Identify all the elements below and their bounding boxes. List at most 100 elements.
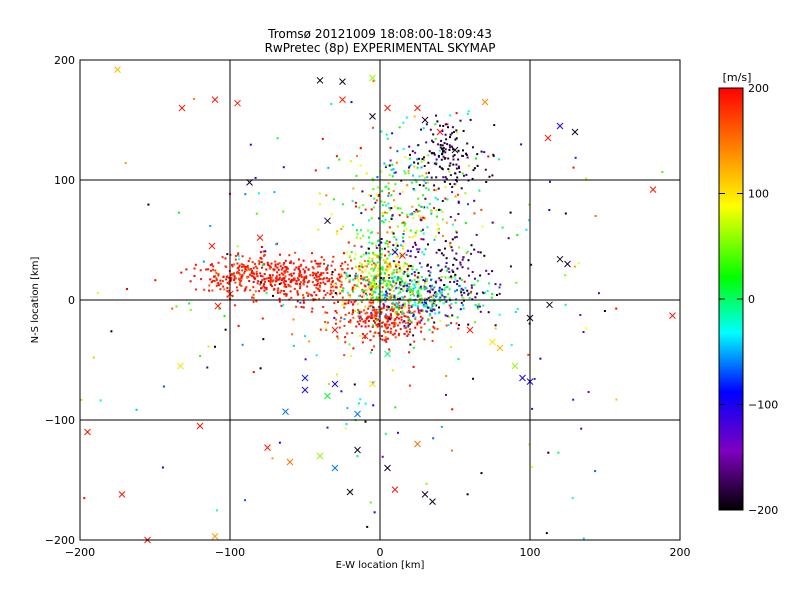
data-point	[410, 280, 413, 283]
data-point	[364, 336, 366, 339]
data-point	[385, 338, 388, 341]
data-point	[360, 299, 363, 302]
cross-marker	[669, 312, 676, 319]
data-point	[384, 324, 387, 327]
data-point	[321, 137, 324, 140]
data-point	[438, 277, 441, 280]
data-point	[433, 304, 436, 307]
data-point	[357, 308, 360, 311]
data-point	[494, 283, 497, 286]
data-point	[408, 351, 411, 354]
data-point	[391, 214, 394, 217]
data-point	[315, 284, 318, 286]
data-point	[465, 252, 468, 255]
data-point	[267, 280, 270, 282]
data-point	[418, 157, 420, 160]
data-point	[384, 272, 387, 275]
cross-marker	[114, 66, 121, 73]
data-point	[438, 306, 440, 309]
data-point	[331, 285, 334, 288]
data-point	[450, 449, 453, 452]
data-point	[362, 294, 365, 297]
data-point	[370, 311, 373, 314]
data-point	[397, 324, 399, 327]
data-point	[441, 168, 444, 171]
data-point	[236, 262, 239, 265]
data-point	[303, 271, 306, 274]
data-point	[393, 296, 396, 299]
data-point	[401, 245, 404, 248]
data-point	[478, 305, 481, 308]
data-point	[199, 269, 202, 272]
data-point	[462, 307, 465, 310]
data-point	[403, 287, 406, 290]
data-point	[399, 297, 401, 300]
data-point	[315, 262, 318, 265]
data-point	[448, 297, 451, 300]
data-point	[438, 165, 441, 168]
data-point	[369, 501, 372, 504]
data-point	[498, 158, 501, 161]
data-point	[225, 278, 228, 281]
data-point	[370, 274, 373, 277]
data-point	[446, 315, 449, 318]
data-point	[244, 265, 247, 268]
data-point	[451, 186, 454, 188]
data-point	[328, 279, 331, 282]
data-point	[422, 228, 424, 231]
data-point	[359, 398, 362, 401]
data-point	[437, 264, 440, 267]
cross-marker	[286, 458, 294, 466]
data-point	[277, 263, 279, 266]
data-point	[572, 166, 575, 169]
data-point	[465, 173, 468, 176]
data-point	[393, 199, 395, 202]
data-point	[323, 277, 326, 280]
data-point	[254, 290, 257, 293]
data-point	[356, 276, 359, 279]
data-point	[341, 300, 344, 303]
data-point	[406, 263, 408, 266]
data-point	[456, 267, 459, 270]
data-point	[410, 272, 413, 275]
data-point	[466, 250, 469, 253]
data-point	[413, 165, 416, 168]
data-point	[255, 300, 258, 303]
data-point	[449, 146, 452, 149]
data-point	[383, 296, 386, 299]
data-point	[410, 290, 413, 293]
data-point	[453, 131, 455, 133]
data-point	[483, 151, 486, 154]
data-point	[441, 218, 444, 221]
data-point	[394, 322, 397, 325]
data-point	[406, 282, 409, 285]
data-point	[393, 332, 396, 335]
data-point	[416, 294, 419, 297]
data-point	[446, 269, 449, 272]
data-point	[424, 177, 427, 179]
data-point	[319, 282, 322, 284]
data-point	[455, 235, 458, 238]
data-point	[442, 150, 444, 153]
data-point	[487, 273, 490, 275]
data-point	[368, 236, 370, 239]
data-point	[320, 272, 323, 275]
data-point	[376, 254, 379, 257]
data-point	[439, 279, 442, 282]
data-point	[406, 270, 409, 272]
data-point	[311, 252, 313, 255]
data-point	[454, 290, 456, 293]
data-point	[383, 330, 386, 333]
data-point	[386, 257, 389, 260]
data-point	[372, 320, 375, 322]
data-point	[388, 348, 391, 351]
data-point	[445, 324, 448, 327]
data-point	[360, 212, 363, 215]
data-point	[282, 263, 285, 266]
data-point	[410, 311, 413, 314]
data-point	[216, 282, 219, 285]
data-point	[539, 357, 542, 360]
data-point	[357, 315, 360, 318]
data-point	[226, 253, 229, 256]
data-point	[414, 286, 417, 289]
